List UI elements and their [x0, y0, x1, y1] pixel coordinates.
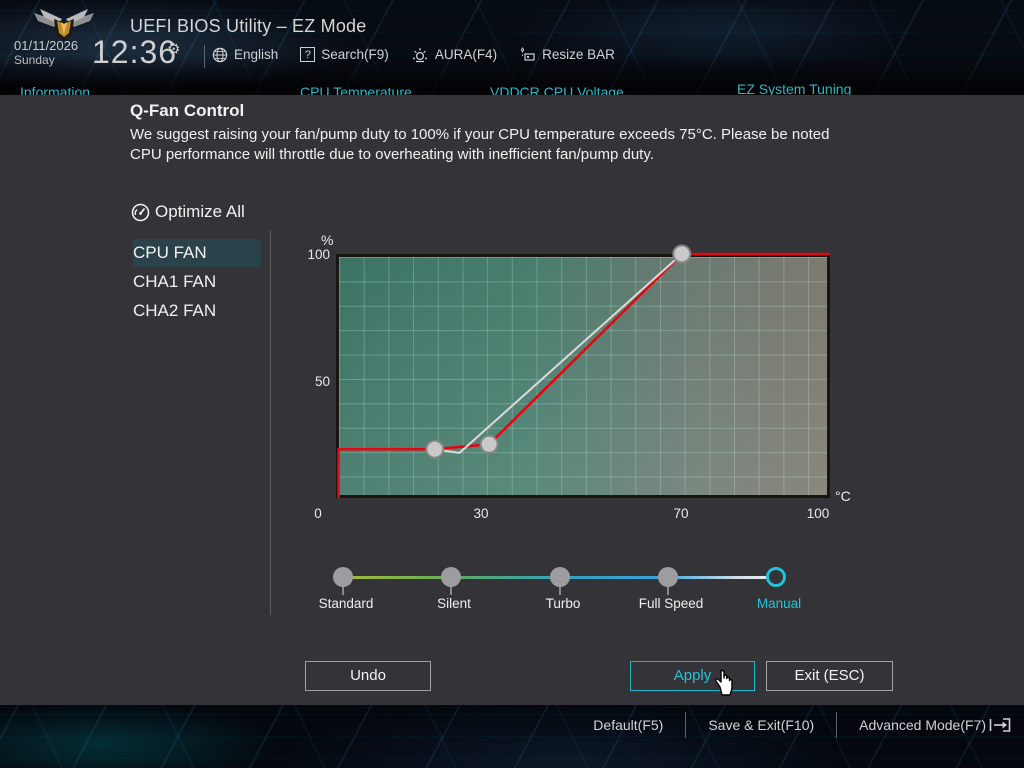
curve-handle[interactable]	[672, 244, 692, 264]
aura-label: AURA(F4)	[434, 47, 498, 62]
language-label: English	[234, 47, 279, 62]
y-tick-100: 100	[307, 247, 330, 262]
aura-icon	[412, 48, 427, 63]
apply-button[interactable]: Apply	[630, 661, 755, 691]
optimize-all-button[interactable]: Optimize All	[131, 202, 245, 222]
tick-standard	[342, 587, 344, 595]
language-button[interactable]: English	[212, 47, 278, 63]
resize-bar-icon	[521, 47, 535, 61]
gauge-icon	[131, 203, 150, 221]
date-text: 01/11/2026	[14, 38, 79, 53]
description-line2: CPU performance will throttle due to ove…	[130, 146, 654, 163]
footer-separator	[836, 712, 838, 738]
dialog-description: We suggest raising your fan/pump duty to…	[130, 125, 829, 165]
tick-silent	[450, 587, 452, 595]
search-label: Search(F9)	[321, 47, 389, 62]
y-axis-unit: %	[321, 232, 334, 248]
clock-text[interactable]: 12:36	[92, 34, 178, 70]
header-shade	[0, 58, 1024, 95]
header-separator	[204, 45, 205, 68]
profile-label-manual[interactable]: Manual	[756, 596, 802, 611]
x-axis-unit: °C	[835, 488, 851, 504]
description-line1: We suggest raising your fan/pump duty to…	[130, 126, 830, 143]
fan-item-cha2[interactable]: CHA2 FAN	[133, 301, 217, 320]
fan-curve-plot[interactable]	[336, 244, 830, 498]
reference-curve	[434, 253, 683, 454]
profile-stop-turbo[interactable]	[550, 567, 570, 587]
curve-handle[interactable]	[479, 434, 499, 454]
enter-advanced-arrow-icon	[989, 718, 1011, 732]
profile-label-silent[interactable]: Silent	[437, 596, 471, 611]
x-tick-0: 0	[314, 506, 322, 521]
fan-item-cha1[interactable]: CHA1 FAN	[133, 272, 217, 291]
advanced-mode-label: Advanced Mode(F7)	[859, 717, 986, 733]
x-tick-70: 70	[673, 506, 689, 521]
resize-bar-label: Resize BAR	[542, 47, 615, 62]
profile-label-standard[interactable]: Standard	[318, 596, 374, 611]
x-tick-30: 30	[473, 506, 489, 521]
exit-button[interactable]: Exit (ESC)	[766, 661, 893, 691]
bios-title: UEFI BIOS Utility – EZ Mode	[130, 16, 367, 36]
dialog-title: Q-Fan Control	[130, 101, 245, 120]
x-tick-100: 100	[806, 506, 830, 521]
applied-curve	[337, 252, 830, 498]
clock-gear-icon[interactable]: ⚙	[167, 41, 181, 58]
globe-icon	[212, 47, 228, 62]
header-menu: English ? Search(F9) AURA(F4)	[212, 46, 615, 63]
hand-cursor	[712, 667, 740, 702]
footer-separator	[685, 712, 687, 738]
fan-item-cpu[interactable]: CPU FAN	[133, 239, 261, 267]
y-tick-50: 50	[314, 374, 330, 389]
profile-stop-silent[interactable]	[441, 567, 461, 587]
qfan-dialog: Q-Fan Control We suggest raising your fa…	[0, 95, 1024, 705]
profile-label-fullspeed[interactable]: Full Speed	[638, 596, 704, 611]
tuf-logo	[28, 5, 100, 50]
resize-bar-button[interactable]: Resize BAR	[519, 46, 615, 63]
curve-handle[interactable]	[425, 439, 445, 459]
search-button[interactable]: ? Search(F9)	[300, 47, 389, 62]
tick-turbo	[559, 587, 561, 595]
profile-stop-standard[interactable]	[333, 567, 353, 587]
optimize-all-label: Optimize All	[155, 202, 245, 221]
question-icon: ?	[300, 47, 316, 62]
footer-bar: Default(F5) Save & Exit(F10) Advanced Mo…	[571, 712, 1012, 738]
bg-section-ez-system-tuning: EZ System Tuning	[737, 81, 852, 97]
profile-label-turbo[interactable]: Turbo	[545, 596, 581, 611]
undo-button[interactable]: Undo	[305, 661, 431, 691]
date-block[interactable]: 01/11/2026 Sunday	[14, 38, 78, 68]
profile-stop-fullspeed[interactable]	[658, 567, 678, 587]
save-exit-f10-button[interactable]: Save & Exit(F10)	[708, 717, 815, 733]
tick-fullspeed	[667, 587, 669, 595]
default-f5-button[interactable]: Default(F5)	[593, 717, 664, 733]
advanced-mode-f7-button[interactable]: Advanced Mode(F7)	[837, 716, 1012, 734]
day-text: Sunday	[14, 53, 55, 67]
profile-stop-manual[interactable]	[766, 567, 786, 587]
aura-button[interactable]: AURA(F4)	[411, 46, 497, 63]
vertical-divider	[270, 230, 271, 615]
fan-curve-svg	[337, 244, 830, 498]
fan-list: CPU FAN CHA1 FAN CHA2 FAN	[133, 239, 261, 326]
